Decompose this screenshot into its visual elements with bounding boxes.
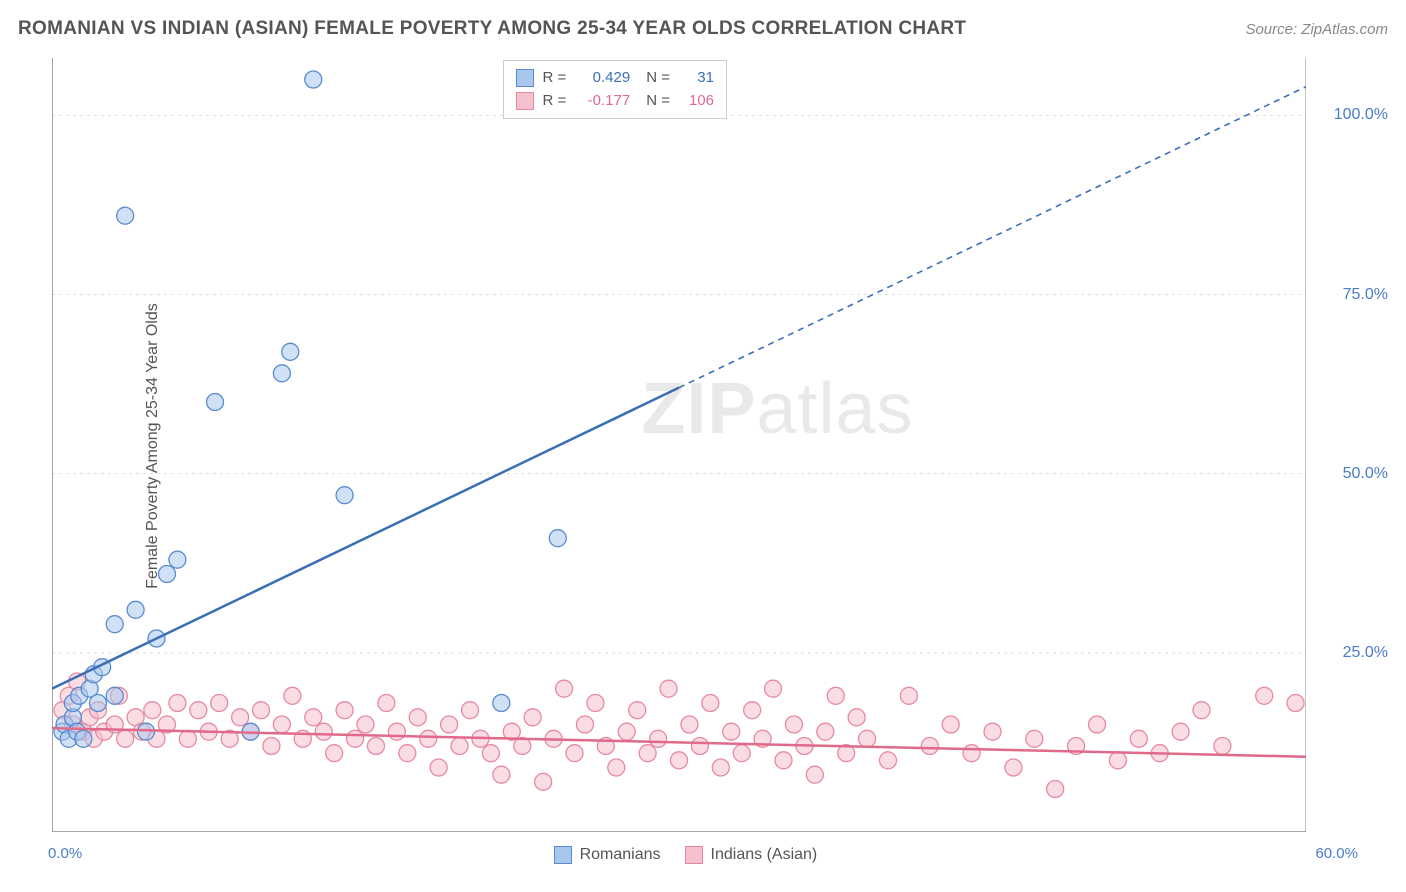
x-tick-60: 60.0% — [1315, 845, 1358, 862]
legend-swatch-romanians — [516, 69, 534, 87]
y-tick-label: 50.0% — [1343, 465, 1388, 483]
legend-swatch-romanians-b — [554, 846, 572, 864]
series-legend: Romanians Indians (Asian) — [554, 846, 818, 864]
legend-swatch-indians-b — [685, 846, 703, 864]
y-tick-label: 25.0% — [1343, 644, 1388, 662]
scatter-chart — [52, 58, 1306, 832]
chart-title: ROMANIAN VS INDIAN (ASIAN) FEMALE POVERT… — [18, 18, 966, 40]
plot-area: ZIPatlas 25.0%50.0%75.0%100.0% 0.0% 60.0… — [52, 58, 1306, 832]
legend-swatch-indians — [516, 92, 534, 110]
x-tick-0: 0.0% — [48, 845, 82, 862]
correlation-legend: R = 0.429 N = 31 R = -0.177 N = 106 — [503, 60, 727, 119]
y-tick-label: 75.0% — [1343, 286, 1388, 304]
legend-label-indians: Indians (Asian) — [711, 846, 818, 864]
legend-label-romanians: Romanians — [580, 846, 661, 864]
y-tick-label: 100.0% — [1334, 106, 1388, 124]
source-label: Source: ZipAtlas.com — [1245, 21, 1388, 38]
